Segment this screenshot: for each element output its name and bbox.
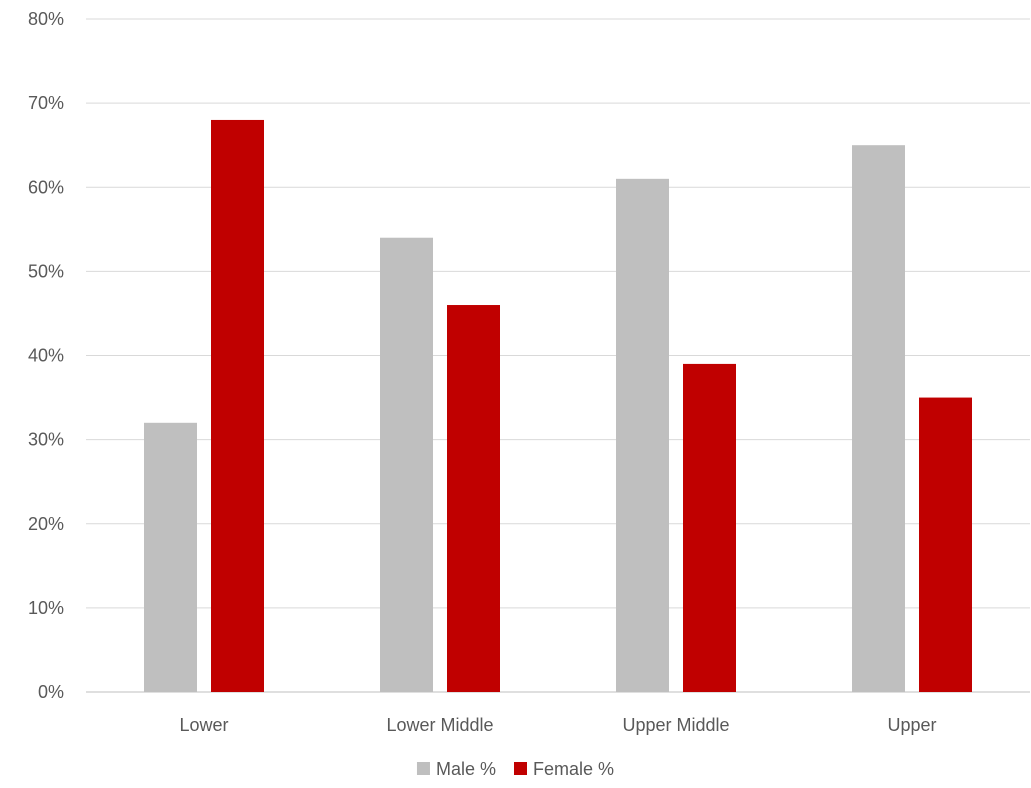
bar-female-upper-middle: [683, 363, 736, 692]
x-tick-label: Upper Middle: [622, 715, 729, 735]
y-tick-label: 30%: [28, 430, 64, 450]
y-tick-label: 50%: [28, 261, 64, 281]
y-tick-label: 80%: [28, 9, 64, 29]
bar-male-lower: [144, 422, 197, 692]
bar-female-lower: [211, 119, 264, 692]
y-tick-label: 70%: [28, 93, 64, 113]
legend-label: Male %: [436, 759, 496, 779]
y-tick-label: 40%: [28, 346, 64, 366]
x-axis-tick-labels: Lower Lower Middle Upper Middle Upper: [179, 715, 936, 735]
legend: Male % Female %: [416, 759, 614, 779]
bar-male-upper: [852, 145, 905, 692]
bars: [144, 119, 972, 692]
x-tick-label: Upper: [887, 715, 936, 735]
legend-swatch-male: [416, 762, 430, 775]
legend-swatch-female: [514, 762, 527, 775]
bar-male-lower-middle: [380, 237, 433, 692]
y-axis-tick-labels: 0% 10% 20% 30% 40% 50% 60% 70% 80%: [28, 9, 64, 702]
y-tick-label: 0%: [38, 682, 64, 702]
y-tick-label: 10%: [28, 598, 64, 618]
legend-label: Female %: [533, 759, 614, 779]
bar-male-upper-middle: [616, 178, 669, 692]
x-tick-label: Lower Middle: [386, 715, 493, 735]
x-tick-label: Lower: [179, 715, 228, 735]
bar-female-upper: [919, 397, 972, 692]
y-tick-label: 60%: [28, 177, 64, 197]
bar-female-lower-middle: [447, 305, 500, 692]
y-tick-label: 20%: [28, 514, 64, 534]
